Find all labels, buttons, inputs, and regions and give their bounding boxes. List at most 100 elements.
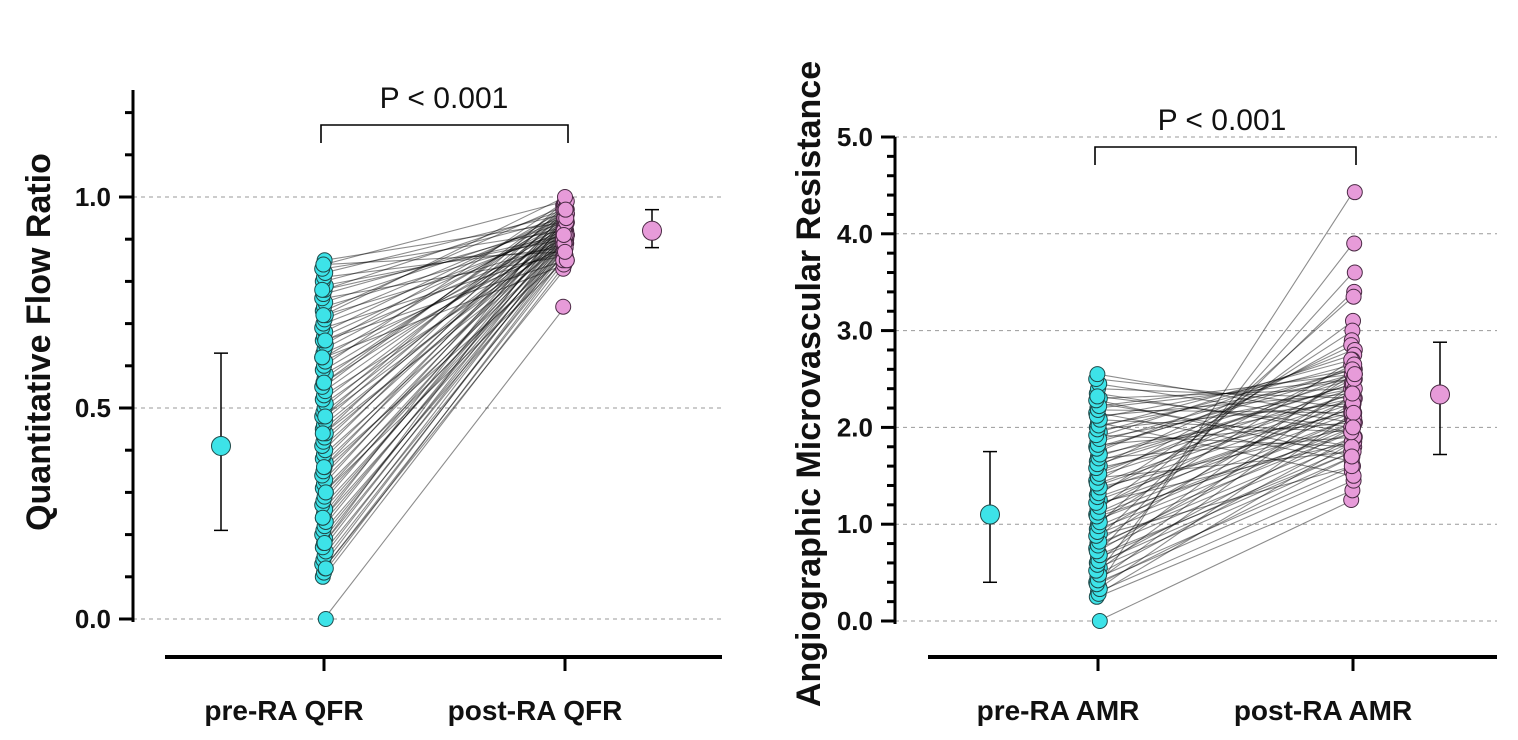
paired-line <box>323 251 566 561</box>
post-point <box>1345 404 1362 421</box>
paired-line <box>1097 393 1354 581</box>
paired-line <box>1097 397 1354 487</box>
y-tick-label: 1.0 <box>75 182 111 212</box>
paired-line <box>323 230 566 527</box>
paired-line <box>1097 359 1354 523</box>
paired-line <box>323 221 566 392</box>
paired-line <box>323 217 566 400</box>
paired-line <box>1097 426 1354 530</box>
qfr-panel: 0.0 0.5 1.0 pre-RA QFR post-RA QFR Quantitati… <box>20 82 722 726</box>
paired-line <box>323 238 566 341</box>
pre-point <box>317 611 334 627</box>
paired-line <box>323 217 566 282</box>
paired-line <box>323 230 566 270</box>
paired-line <box>323 200 566 266</box>
paired-line <box>323 243 566 506</box>
paired-line <box>323 243 566 535</box>
y-tick-label: 1.0 <box>837 509 873 539</box>
paired-line <box>1097 436 1354 459</box>
paired-line <box>323 234 566 405</box>
paired-line <box>323 247 566 544</box>
mean-marker-post <box>1430 384 1450 405</box>
paired-line <box>1097 383 1354 424</box>
paired-line <box>1097 344 1354 467</box>
pre-point <box>1089 366 1106 383</box>
y-axis-label: Angiographic Microvascular Resistance <box>790 61 828 707</box>
paired-line <box>1097 412 1354 469</box>
paired-line <box>323 247 566 519</box>
paired-line <box>1097 465 1354 537</box>
paired-line <box>1097 272 1354 554</box>
paired-line <box>323 226 566 514</box>
y-tick-label: 0.0 <box>75 604 111 634</box>
paired-line <box>323 251 566 266</box>
paired-line <box>323 247 566 489</box>
paired-line <box>323 209 566 519</box>
paired-line <box>1097 465 1354 578</box>
pre-point <box>316 459 332 476</box>
paired-line <box>1097 392 1354 433</box>
paired-line <box>323 238 566 523</box>
paired-line <box>1097 451 1354 479</box>
category-label-post: post-RA AMR <box>1234 695 1412 726</box>
paired-line <box>323 221 566 460</box>
significance-bracket <box>320 124 569 143</box>
paired-line <box>323 213 566 379</box>
category-label-post: post-RA QFR <box>448 695 623 726</box>
paired-line <box>323 242 566 434</box>
paired-line <box>323 205 566 388</box>
paired-line <box>1097 397 1354 514</box>
paired-line <box>323 234 566 481</box>
paired-line <box>1097 417 1354 527</box>
paired-line <box>323 217 566 320</box>
paired-line <box>1097 402 1354 430</box>
paired-line <box>323 213 566 274</box>
paired-line <box>323 234 566 510</box>
paired-line <box>323 205 566 434</box>
paired-line <box>323 243 566 557</box>
post-point <box>1346 184 1363 201</box>
paired-line <box>1097 407 1354 501</box>
y-axis-label: Quantitative Flow Ratio <box>20 153 58 531</box>
paired-line <box>1097 412 1354 590</box>
paired-line <box>1097 402 1354 448</box>
paired-line <box>323 204 566 312</box>
paired-line <box>323 230 566 426</box>
pre-point <box>1089 388 1106 405</box>
paired-line <box>323 221 566 430</box>
paired-line <box>323 217 566 358</box>
paired-line <box>323 230 566 493</box>
paired-line <box>323 226 566 295</box>
paired-line <box>323 247 566 565</box>
paired-line <box>323 251 566 531</box>
paired-line <box>1097 243 1354 573</box>
pre-point <box>317 332 334 349</box>
category-label-pre: pre-RA QFR <box>204 695 363 726</box>
paired-line <box>323 213 566 333</box>
paired-line <box>323 209 566 291</box>
paired-line <box>323 259 566 493</box>
paired-line <box>323 234 566 540</box>
paired-line <box>1097 388 1354 399</box>
pre-point <box>314 425 331 442</box>
pre-point <box>1091 613 1108 629</box>
paired-line <box>323 234 566 291</box>
mean-marker-pre <box>211 435 231 456</box>
post-point <box>1345 288 1362 305</box>
paired-line <box>323 230 566 325</box>
paired-line <box>323 217 566 443</box>
paired-line <box>1097 399 1354 457</box>
paired-line <box>1097 426 1354 566</box>
y-tick-label: 4.0 <box>837 219 873 249</box>
paired-line <box>1097 378 1354 508</box>
pre-point <box>315 307 332 324</box>
paired-line <box>323 213 566 422</box>
pre-point <box>316 535 333 552</box>
paired-line <box>323 247 566 354</box>
paired-line <box>323 234 566 308</box>
paired-line <box>1097 296 1354 525</box>
paired-line <box>323 209 566 451</box>
paired-line <box>323 255 566 468</box>
paired-line <box>323 217 566 544</box>
